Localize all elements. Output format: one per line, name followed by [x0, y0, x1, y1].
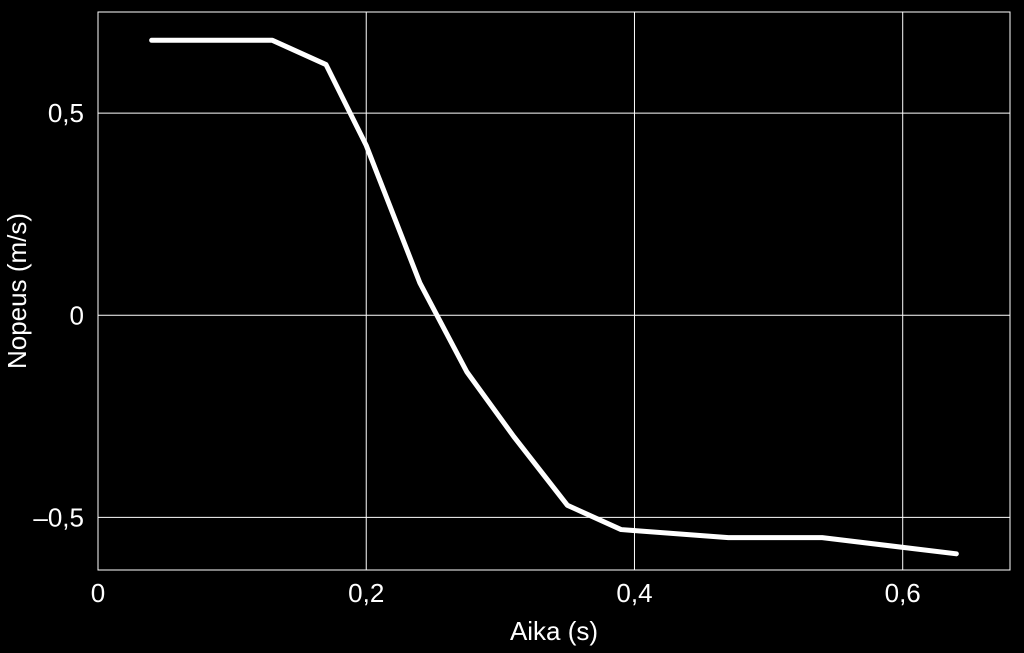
x-tick-label: 0,4	[616, 578, 652, 608]
chart-background	[0, 0, 1024, 653]
x-tick-label: 0,2	[348, 578, 384, 608]
y-tick-label: 0	[70, 300, 84, 330]
x-tick-label: 0	[91, 578, 105, 608]
x-tick-label: 0,6	[885, 578, 921, 608]
chart-svg: 0 0,2 0,4 0,6 –0,5 0 0,5 Aika (s) Nopeus (m/s)	[0, 0, 1024, 653]
y-tick-label: –0,5	[33, 502, 84, 532]
y-tick-label: 0,5	[48, 98, 84, 128]
velocity-time-chart: 0 0,2 0,4 0,6 –0,5 0 0,5 Aika (s) Nopeus (m/s)	[0, 0, 1024, 653]
y-axis-label: Nopeus (m/s)	[2, 213, 32, 369]
x-axis-label: Aika (s)	[510, 616, 598, 646]
